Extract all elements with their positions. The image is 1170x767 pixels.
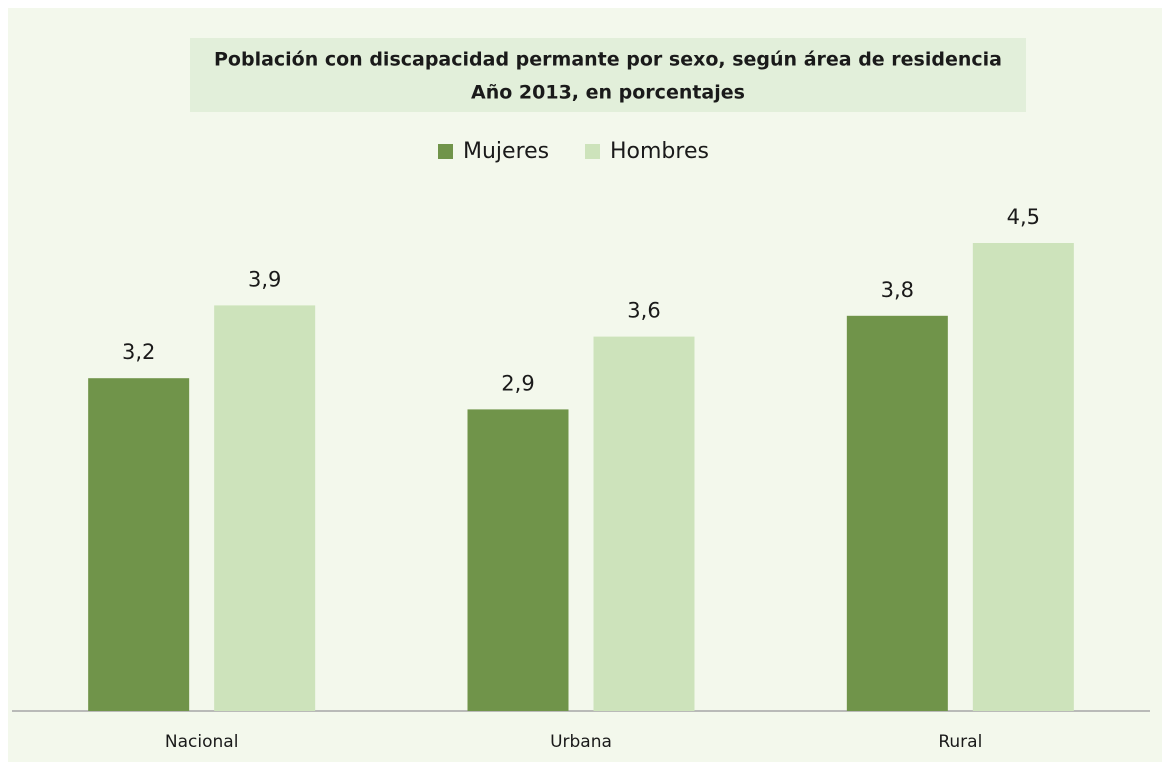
bar	[214, 305, 316, 711]
legend-label: Hombres	[610, 139, 709, 164]
data-label: 3,9	[248, 267, 281, 291]
x-tick-label: Rural	[938, 732, 982, 752]
data-label: 2,9	[501, 371, 534, 395]
x-tick-label: Nacional	[165, 732, 239, 752]
legend-label: Mujeres	[463, 139, 549, 164]
data-label: 3,8	[881, 278, 914, 302]
chart-background	[8, 8, 1162, 762]
title-box	[190, 38, 1026, 112]
legend-swatch	[585, 144, 600, 159]
x-tick-label: Urbana	[550, 732, 612, 752]
data-label: 3,6	[627, 299, 660, 323]
data-label: 4,5	[1007, 205, 1040, 229]
legend-swatch	[438, 144, 453, 159]
bar	[593, 336, 695, 711]
chart-title: Población con discapacidad permante por …	[214, 49, 1002, 71]
chart-subtitle: Año 2013, en porcentajes	[471, 82, 745, 104]
bar	[88, 378, 190, 711]
bar	[972, 243, 1074, 711]
bar	[846, 315, 948, 711]
data-label: 3,2	[122, 340, 155, 364]
bar	[467, 409, 569, 711]
